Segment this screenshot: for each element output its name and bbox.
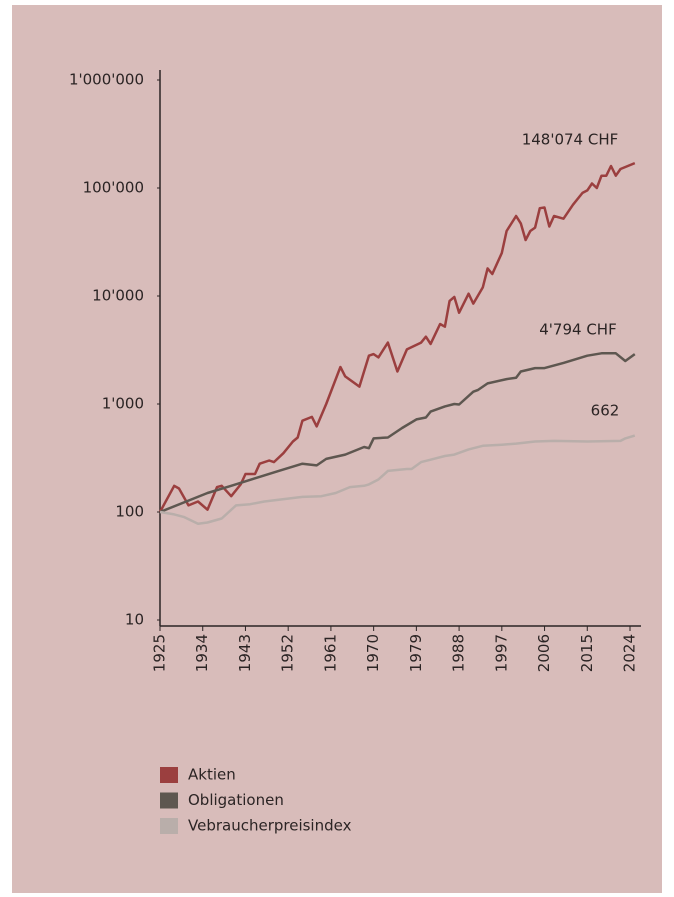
x-tick-label: 1934: [193, 634, 211, 672]
legend-label: Obligationen: [188, 791, 284, 809]
x-tick-label: 1952: [279, 634, 297, 672]
x-tick-label: 1988: [450, 634, 468, 672]
y-tick-label: 1'000: [102, 395, 144, 413]
x-tick-label: 1943: [236, 634, 254, 672]
x-tick-label: 1997: [492, 634, 510, 672]
end-value-label: 662: [591, 402, 620, 420]
series-line: [159, 352, 636, 514]
y-tick-label: 10'000: [92, 287, 144, 305]
legend-swatch: [160, 818, 178, 834]
legend-swatch: [160, 767, 178, 783]
series-line: [159, 434, 636, 525]
y-tick-label: 1'000'000: [69, 71, 144, 89]
x-tick-label: 2006: [535, 634, 553, 672]
legend-label: Vebraucherpreisindex: [188, 817, 352, 835]
panel: [12, 5, 662, 893]
x-tick-label: 1961: [321, 634, 339, 672]
x-tick-label: 1970: [364, 634, 382, 672]
y-tick-label: 100: [115, 503, 144, 521]
series-line: [158, 161, 636, 513]
legend-swatch: [160, 792, 178, 809]
x-tick-label: 1925: [151, 634, 169, 672]
x-tick-label: 2015: [578, 634, 596, 672]
x-tick-label: 1979: [407, 634, 425, 672]
x-tick-label: 2024: [621, 634, 639, 672]
legend-label: Aktien: [188, 766, 236, 784]
y-tick-label: 10: [125, 611, 144, 629]
y-tick-label: 100'000: [83, 179, 144, 197]
end-value-label: 148'074 CHF: [522, 131, 619, 149]
end-value-label: 4'794 CHF: [539, 321, 616, 339]
